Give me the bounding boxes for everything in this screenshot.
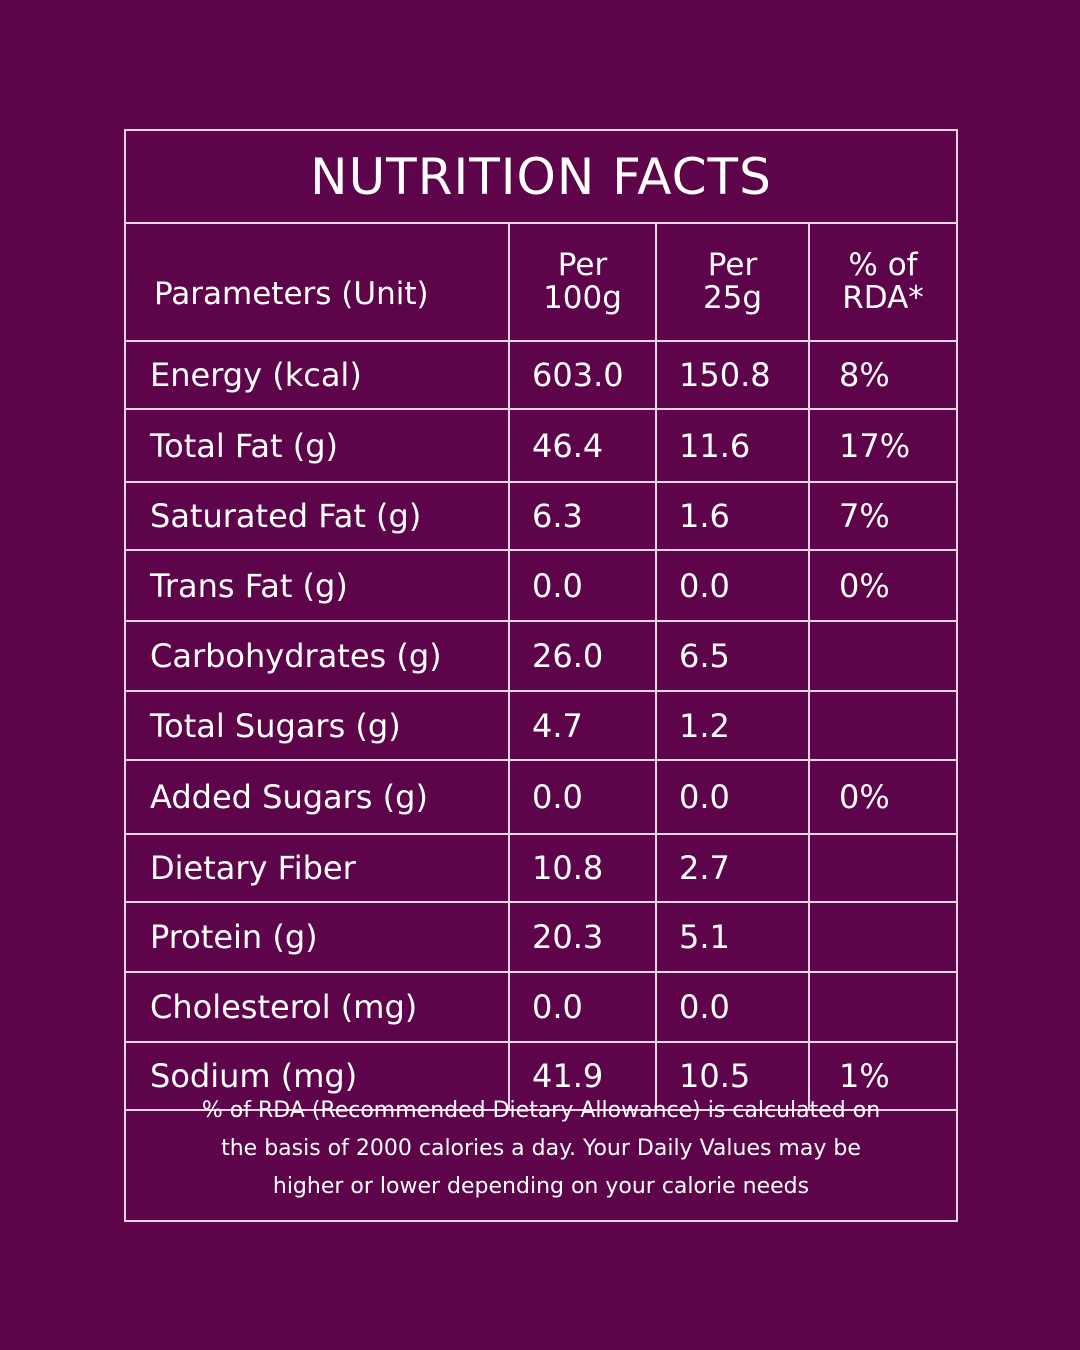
row-name: Total Fat (g) xyxy=(126,408,510,483)
row-rda xyxy=(808,901,956,973)
row-per-25g: 5.1 xyxy=(655,901,810,973)
row-rda: 8% xyxy=(808,340,956,410)
row-name: Energy (kcal) xyxy=(126,340,510,410)
row-per-100g: 26.0 xyxy=(508,620,657,692)
row-rda: 0% xyxy=(808,549,956,622)
row-name: Protein (g) xyxy=(126,901,510,973)
table-row: Trans Fat (g) 0.0 0.0 0% xyxy=(126,549,956,622)
row-per-25g: 0.0 xyxy=(655,971,810,1043)
row-name: Sodium (mg) xyxy=(126,1041,510,1111)
row-rda xyxy=(808,833,956,903)
row-per-100g: 6.3 xyxy=(508,481,657,551)
row-per-25g: 0.0 xyxy=(655,759,810,835)
row-per-100g: 10.8 xyxy=(508,833,657,903)
row-per-100g: 0.0 xyxy=(508,971,657,1043)
table-row: Protein (g) 20.3 5.1 xyxy=(126,901,956,973)
table-row: Total Fat (g) 46.4 11.6 17% xyxy=(126,408,956,483)
table-row: Total Sugars (g) 4.7 1.2 xyxy=(126,690,956,761)
row-rda: 1% xyxy=(808,1041,956,1111)
rda-footnote: % of RDA (Recommended Dietary Allowance)… xyxy=(126,1077,956,1220)
row-per-100g: 0.0 xyxy=(508,759,657,835)
header-per-100g-line1: Per xyxy=(557,247,608,283)
row-per-25g: 10.5 xyxy=(655,1041,810,1111)
header-per-100g: Per 100g xyxy=(508,224,657,342)
header-rda: % of RDA* xyxy=(808,224,956,342)
row-name: Saturated Fat (g) xyxy=(126,481,510,551)
row-rda: 0% xyxy=(808,759,956,835)
header-parameter: Parameters (Unit) xyxy=(126,224,510,342)
row-name: Total Sugars (g) xyxy=(126,690,510,761)
table-row: Sodium (mg) 41.9 10.5 1% xyxy=(126,1041,956,1111)
row-name: Dietary Fiber xyxy=(126,833,510,903)
footnote-line: the basis of 2000 calories a day. Your D… xyxy=(221,1135,861,1161)
row-per-25g: 11.6 xyxy=(655,408,810,483)
row-name: Cholesterol (mg) xyxy=(126,971,510,1043)
row-per-25g: 1.2 xyxy=(655,690,810,761)
row-rda xyxy=(808,690,956,761)
row-per-100g: 46.4 xyxy=(508,408,657,483)
row-name: Trans Fat (g) xyxy=(126,549,510,622)
table-row: Cholesterol (mg) 0.0 0.0 xyxy=(126,971,956,1043)
header-per-100g-line2: 100g xyxy=(543,280,622,316)
row-rda xyxy=(808,971,956,1043)
row-per-25g: 150.8 xyxy=(655,340,810,410)
table-row: Added Sugars (g) 0.0 0.0 0% xyxy=(126,759,956,835)
table-row: Carbohydrates (g) 26.0 6.5 xyxy=(126,620,956,692)
row-per-25g: 6.5 xyxy=(655,620,810,692)
footnote-line: higher or lower depending on your calori… xyxy=(272,1173,810,1199)
nutrition-table: Parameters (Unit) Per 100g Per 25g % of … xyxy=(126,224,956,1111)
header-per-25g-line2: 25g xyxy=(702,280,763,316)
table-row: Saturated Fat (g) 6.3 1.6 7% xyxy=(126,481,956,551)
row-per-25g: 0.0 xyxy=(655,549,810,622)
table-header-row: Parameters (Unit) Per 100g Per 25g % of … xyxy=(126,224,956,342)
row-name: Added Sugars (g) xyxy=(126,759,510,835)
row-per-100g: 20.3 xyxy=(508,901,657,973)
footnote-line: % of RDA (Recommended Dietary Allowance)… xyxy=(201,1097,881,1123)
row-rda xyxy=(808,620,956,692)
table-row: Dietary Fiber 10.8 2.7 xyxy=(126,833,956,903)
row-per-25g: 1.6 xyxy=(655,481,810,551)
row-per-100g: 0.0 xyxy=(508,549,657,622)
nutrition-facts-panel: NUTRITION FACTS Parameters (Unit) Per 10… xyxy=(124,129,958,1222)
header-rda-line1: % of xyxy=(848,247,918,283)
row-per-100g: 603.0 xyxy=(508,340,657,410)
row-per-100g: 4.7 xyxy=(508,690,657,761)
header-rda-line2: RDA* xyxy=(842,280,924,316)
row-per-100g: 41.9 xyxy=(508,1041,657,1111)
row-per-25g: 2.7 xyxy=(655,833,810,903)
row-rda: 17% xyxy=(808,408,956,483)
header-per-25g-line1: Per xyxy=(707,247,758,283)
table-row: Energy (kcal) 603.0 150.8 8% xyxy=(126,340,956,410)
row-rda: 7% xyxy=(808,481,956,551)
panel-title: NUTRITION FACTS xyxy=(126,131,956,224)
header-per-25g: Per 25g xyxy=(655,224,810,342)
row-name: Carbohydrates (g) xyxy=(126,620,510,692)
